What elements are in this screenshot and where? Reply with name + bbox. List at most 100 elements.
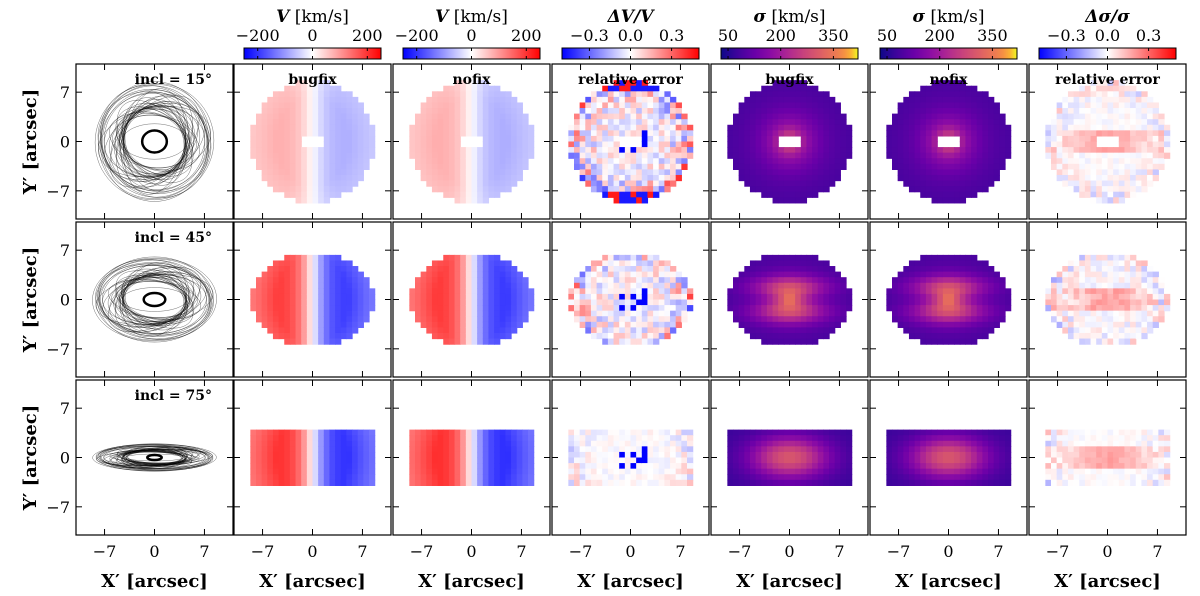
colorbar-title: V [km/s] xyxy=(276,7,349,27)
panel-orbits-row1: incl = 15° 7 0 −7 Y′ [arcsec] xyxy=(20,63,234,220)
y-tick-label: −7 xyxy=(46,182,70,201)
panel-orbits-row2: incl = 45° 7 0 −7 Y′ [arcsec] xyxy=(20,221,234,378)
panel-dsig-row1: relative error xyxy=(1028,63,1187,220)
x-tick-label: −7 xyxy=(569,542,593,561)
x-axis-label: X′ [arcsec] xyxy=(895,571,1002,592)
x-axis-label: X′ [arcsec] xyxy=(577,571,684,592)
x-tick-label: −7 xyxy=(251,542,275,561)
x-tick-label: 0 xyxy=(625,542,635,561)
colorbar-tick-label: −200 xyxy=(236,26,280,45)
panel-label: relative error xyxy=(578,72,683,88)
colorbar-tick-label: −200 xyxy=(395,26,439,45)
inclination-label: incl = 15° xyxy=(135,72,212,88)
colorbar-title: ΔV/V xyxy=(607,7,656,27)
colorbar-tick-label: 0.3 xyxy=(1136,26,1161,45)
panel-dsig-row3: −7 0 7 X′ [arcsec] xyxy=(1028,379,1187,592)
y-axis-label: Y′ [arcsec] xyxy=(20,247,41,354)
colorbar-sig_nofix: σ [km/s] 50 200 350 xyxy=(877,7,1018,60)
panel-sig_nofix-row2 xyxy=(869,221,1028,378)
colorbar-dsig: Δσ/σ−0.3 0.0 0.3 xyxy=(1038,7,1177,60)
x-tick-label: 7 xyxy=(1152,542,1162,561)
colorbar-tick-label: 50 xyxy=(718,26,738,45)
x-tick-label: 7 xyxy=(516,542,526,561)
panel-label: nofix xyxy=(452,72,491,88)
panel-V_bugfix-row2 xyxy=(233,221,392,378)
x-tick-label: 7 xyxy=(993,542,1003,561)
colorbar-tick-label: 200 xyxy=(511,26,542,45)
panel-V_nofix-row2 xyxy=(392,221,551,378)
colorbar-tick-label: 50 xyxy=(877,26,897,45)
colorbar-V_bugfix: V [km/s]−200 0 200 xyxy=(236,7,383,60)
colorbar-tick-label: 350 xyxy=(977,26,1008,45)
x-tick-label: 7 xyxy=(357,542,367,561)
y-axis-label: Y′ [arcsec] xyxy=(20,405,41,512)
colorbar-tick-label: 0.3 xyxy=(659,26,684,45)
colorbar-title: σ [km/s] xyxy=(753,7,825,27)
panel-label: bugfix xyxy=(765,72,814,88)
panel-label: nofix xyxy=(929,72,968,88)
panel-sig_nofix-row1: nofix xyxy=(869,63,1028,220)
x-axis-label: X′ [arcsec] xyxy=(418,571,525,592)
panel-label: relative error xyxy=(1055,72,1160,88)
x-tick-label: 7 xyxy=(199,542,209,561)
colorbar-tick-label: −0.3 xyxy=(570,26,609,45)
colorbar-tick-label: 200 xyxy=(765,26,796,45)
x-tick-label: 0 xyxy=(784,542,794,561)
y-tick-label: 7 xyxy=(60,83,70,102)
colorbar-tick-label: 350 xyxy=(818,26,849,45)
panel-V_nofix-row3: −7 0 7 X′ [arcsec] xyxy=(392,379,551,592)
panel-label: bugfix xyxy=(288,72,337,88)
panel-sig_bugfix-row1: bugfix xyxy=(710,63,869,220)
colorbar-tick-label: 0.0 xyxy=(618,26,643,45)
colorbar-title: Δσ/σ xyxy=(1084,7,1130,27)
y-tick-label: 7 xyxy=(60,399,70,418)
x-tick-label: 0 xyxy=(466,542,476,561)
panel-V_nofix-row1: nofix xyxy=(392,63,551,220)
y-tick-label: −7 xyxy=(46,498,70,517)
x-tick-label: −7 xyxy=(728,542,752,561)
y-tick-label: −7 xyxy=(46,340,70,359)
x-tick-label: 7 xyxy=(675,542,685,561)
x-tick-label: −7 xyxy=(93,542,117,561)
colorbar-sig_bugfix: σ [km/s] 50 200 350 xyxy=(718,7,859,60)
x-tick-label: −7 xyxy=(1046,542,1070,561)
colorbar-tick-label: 0 xyxy=(466,26,476,45)
colorbar-dV: ΔV/V−0.3 0.0 0.3 xyxy=(561,7,700,60)
x-tick-label: 0 xyxy=(149,542,159,561)
y-axis-label: Y′ [arcsec] xyxy=(20,89,41,196)
colorbar-tick-label: 200 xyxy=(352,26,383,45)
y-tick-label: 7 xyxy=(60,241,70,260)
colorbar-tick-label: 0 xyxy=(307,26,317,45)
panel-V_bugfix-row1: bugfix xyxy=(233,63,392,220)
y-tick-label: 0 xyxy=(60,133,70,152)
y-tick-label: 0 xyxy=(60,291,70,310)
x-axis-label: X′ [arcsec] xyxy=(1054,571,1161,592)
panel-sig_nofix-row3: −7 0 7 X′ [arcsec] xyxy=(869,379,1028,592)
x-tick-label: 0 xyxy=(307,542,317,561)
panel-sig_bugfix-row2 xyxy=(710,221,869,378)
x-tick-label: 0 xyxy=(943,542,953,561)
x-axis-label: X′ [arcsec] xyxy=(736,571,843,592)
colorbar-title: σ [km/s] xyxy=(912,7,984,27)
x-axis-label: X′ [arcsec] xyxy=(101,571,208,592)
inclination-label: incl = 45° xyxy=(135,230,212,246)
x-tick-label: −7 xyxy=(887,542,911,561)
panel-sig_bugfix-row3: −7 0 7 X′ [arcsec] xyxy=(710,379,869,592)
colorbar-title: V [km/s] xyxy=(435,7,508,27)
x-tick-label: 0 xyxy=(1102,542,1112,561)
panel-dsig-row2 xyxy=(1028,221,1187,378)
colorbar-V_nofix: V [km/s]−200 0 200 xyxy=(395,7,542,60)
x-tick-label: −7 xyxy=(410,542,434,561)
colorbar-tick-label: 200 xyxy=(924,26,955,45)
panel-dV-row1: relative error xyxy=(551,63,710,220)
y-tick-label: 0 xyxy=(60,449,70,468)
inclination-label: incl = 75° xyxy=(135,388,212,404)
panel-V_bugfix-row3: −7 0 7 X′ [arcsec] xyxy=(233,379,392,592)
colorbar-tick-label: −0.3 xyxy=(1047,26,1086,45)
x-tick-label: 7 xyxy=(834,542,844,561)
panel-dV-row2 xyxy=(551,221,710,378)
x-axis-label: X′ [arcsec] xyxy=(259,571,366,592)
colorbar-tick-label: 0.0 xyxy=(1095,26,1120,45)
panel-dV-row3: −7 0 7 X′ [arcsec] xyxy=(551,379,710,592)
